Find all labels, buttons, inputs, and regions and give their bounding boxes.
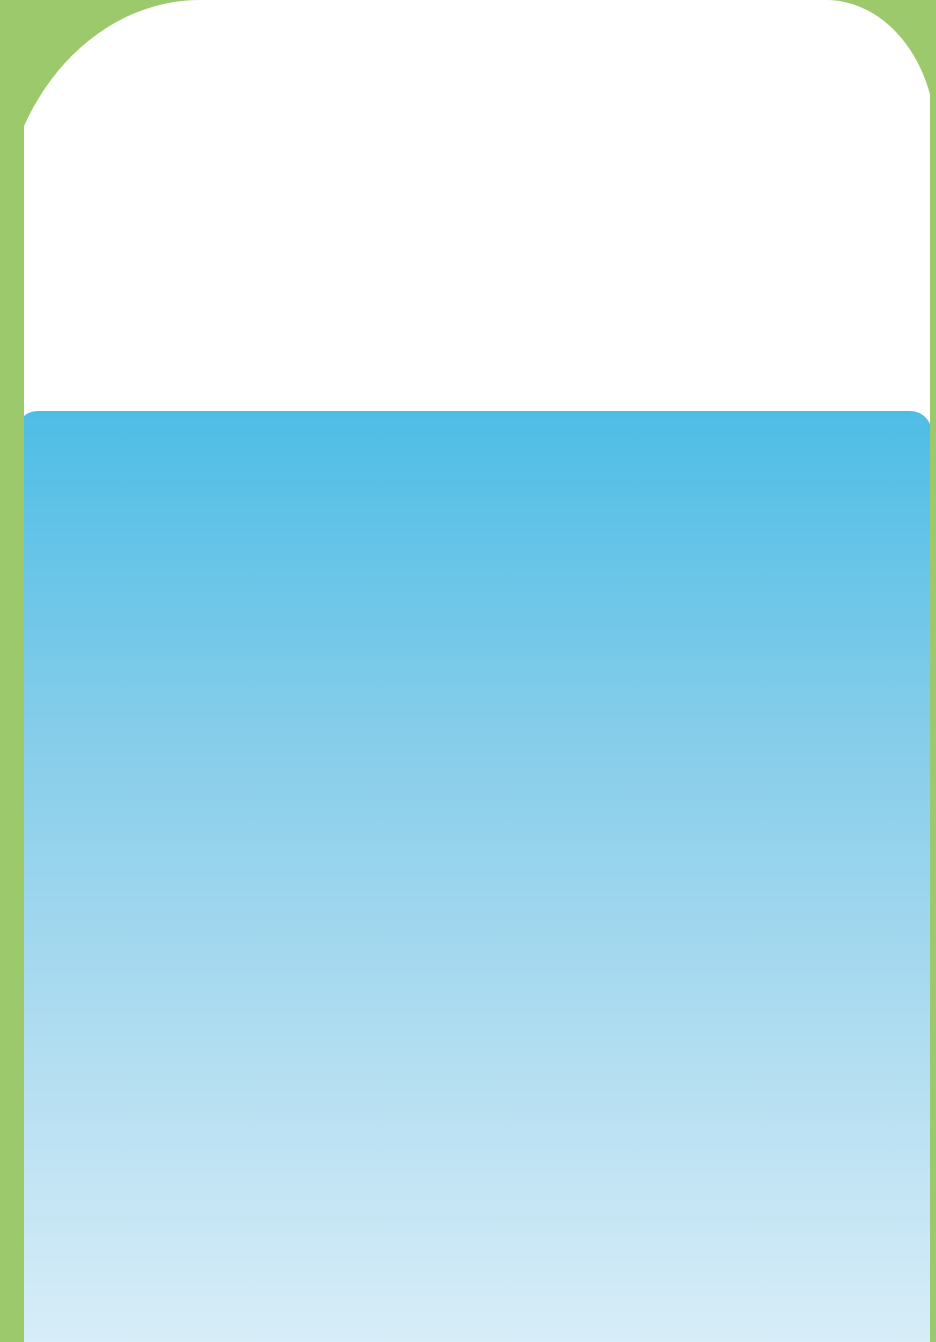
frame-left: [0, 0, 24, 1342]
frame-right: [930, 0, 936, 1342]
balloon-field: [16, 411, 932, 1342]
balloon-panel: [16, 411, 932, 1342]
page-title: [0, 328, 936, 396]
